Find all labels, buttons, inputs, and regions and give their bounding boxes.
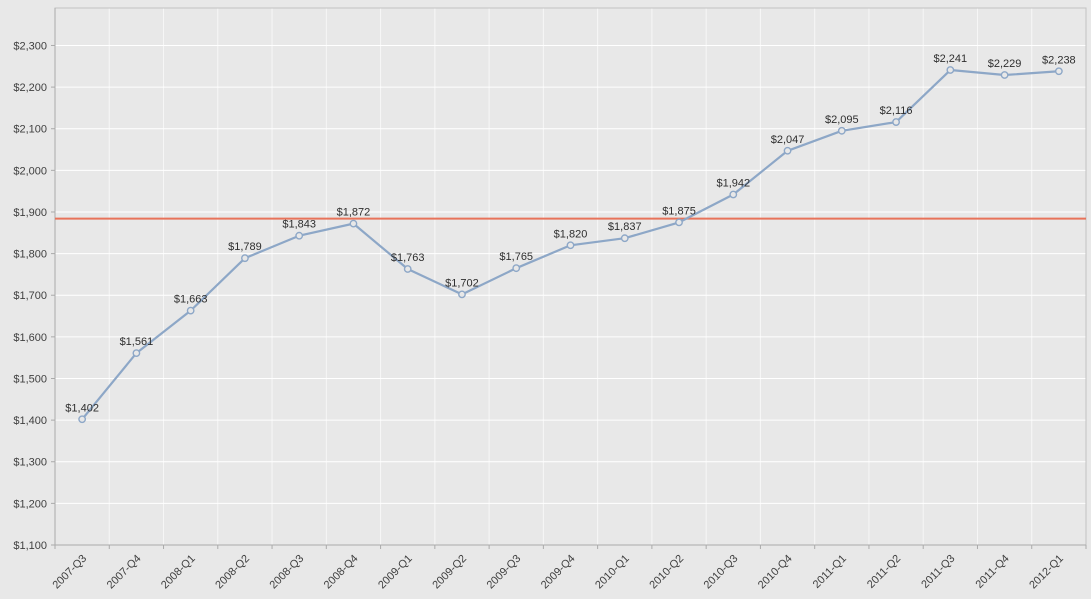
data-point-label: $1,402	[65, 402, 99, 414]
data-point-marker	[675, 218, 683, 227]
data-point-marker	[241, 254, 249, 263]
data-point-marker	[132, 349, 141, 357]
data-point-label: $2,116	[880, 105, 913, 117]
data-point-label: $2,238	[1042, 54, 1076, 66]
data-point-label: $1,765	[499, 251, 533, 263]
data-point-label: $1,843	[282, 219, 316, 231]
y-tick-label: $2,100	[13, 124, 47, 136]
data-point-marker	[78, 415, 87, 424]
y-tick-label: $1,200	[13, 498, 47, 510]
data-point-marker	[729, 190, 738, 199]
data-point-label: $2,047	[771, 134, 805, 146]
data-point-marker	[1000, 71, 1009, 79]
data-point-marker	[295, 231, 304, 240]
data-point-marker	[783, 146, 792, 155]
y-tick-label: $1,800	[13, 249, 47, 261]
y-tick-label: $1,400	[13, 415, 47, 427]
y-tick-label: $2,300	[13, 40, 47, 52]
data-point-label: $1,820	[554, 228, 588, 240]
data-point-marker	[512, 264, 521, 273]
data-point-label: $1,702	[445, 277, 479, 289]
y-tick-label: $1,500	[13, 373, 47, 385]
y-tick-label: $1,100	[13, 540, 47, 552]
data-point-label: $2,095	[825, 114, 859, 126]
data-point-label: $2,229	[988, 58, 1022, 70]
y-tick-label: $1,600	[13, 332, 47, 344]
y-tick-label: $2,200	[13, 82, 47, 94]
data-point-marker	[458, 290, 466, 299]
data-point-marker	[403, 265, 412, 273]
data-point-label: $1,561	[120, 336, 154, 348]
data-point-label: $2,241	[934, 53, 968, 65]
y-tick-label: $1,300	[13, 457, 47, 469]
data-point-marker	[837, 126, 846, 135]
y-tick-label: $2,000	[13, 165, 47, 177]
data-point-marker	[946, 66, 955, 74]
data-point-marker	[349, 219, 358, 228]
data-point-label: $1,942	[716, 177, 750, 189]
data-point-marker	[892, 118, 900, 126]
y-tick-label: $1,700	[13, 290, 47, 302]
data-point-marker	[186, 306, 195, 315]
data-point-label: $1,837	[608, 221, 642, 233]
data-point-label: $1,875	[662, 205, 696, 217]
data-point-label: $1,789	[228, 241, 262, 253]
data-point-marker	[1054, 67, 1063, 76]
data-point-label: $1,763	[391, 252, 425, 264]
data-point-label: $1,663	[174, 294, 208, 306]
data-point-marker	[566, 241, 575, 250]
y-tick-label: $1,900	[13, 207, 47, 219]
data-point-marker	[620, 234, 629, 243]
data-point-label: $1,872	[337, 207, 371, 219]
